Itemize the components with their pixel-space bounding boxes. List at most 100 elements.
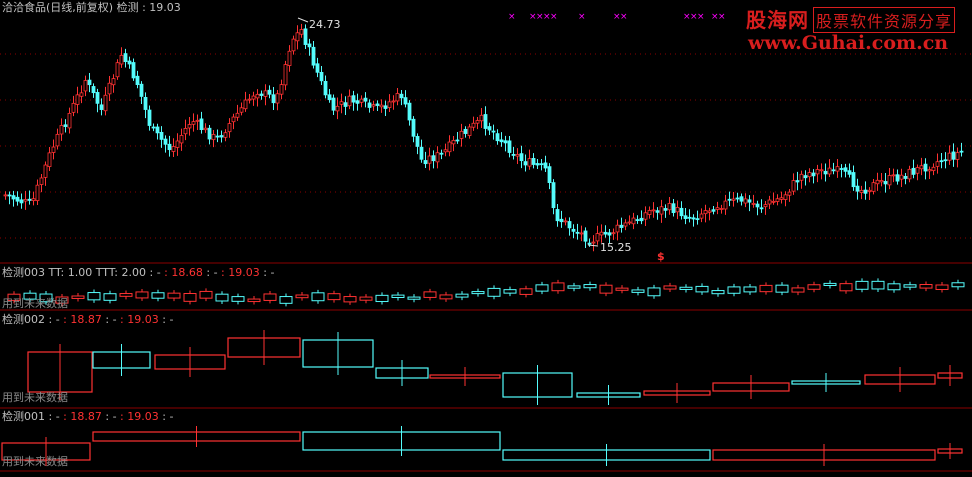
price-candle-body — [351, 95, 356, 103]
price-candle-body — [447, 141, 452, 153]
price-candle-body — [955, 152, 960, 160]
price-candle-body — [159, 131, 164, 140]
price-candle-body — [271, 94, 276, 104]
price-candle-body — [503, 140, 508, 144]
price-candle-body — [115, 62, 120, 78]
panel3-note: 用到未来数据 — [2, 455, 68, 468]
price-candle-body — [535, 163, 540, 166]
price-candle-body — [655, 210, 660, 213]
price-candle-body — [135, 75, 140, 85]
price-candle-body — [303, 28, 308, 45]
price-candle-body — [755, 203, 760, 208]
indicator1-candle-body — [951, 282, 965, 288]
price-candle-body — [539, 163, 544, 166]
price-candle-body — [187, 124, 192, 129]
panel2-seg3: : - — [162, 313, 174, 326]
price-candle-body — [855, 185, 860, 192]
price-candle-body — [311, 46, 316, 66]
price-candle-body — [79, 92, 84, 97]
price-candle-body — [315, 63, 320, 73]
price-candle-body — [323, 81, 328, 96]
price-candle-body — [859, 189, 864, 193]
price-candle-body — [527, 158, 532, 167]
price-candle-body — [767, 199, 772, 205]
indicator1-candle-body — [247, 298, 261, 303]
price-candle-body — [319, 71, 324, 82]
price-candle-body — [495, 133, 500, 142]
indicator1-candle-body — [663, 285, 677, 290]
price-candle-body — [607, 232, 612, 236]
indicator1-candle-body — [215, 293, 229, 302]
price-candle-body — [927, 169, 932, 172]
price-candle-body — [831, 169, 836, 172]
signal-marker: × — [543, 12, 551, 22]
price-candle-body — [699, 213, 704, 219]
price-candle-body — [423, 160, 428, 165]
price-candle-body — [275, 93, 280, 104]
price-candle-body — [147, 109, 152, 126]
indicator1-candle-body — [887, 283, 901, 291]
price-candle-body — [383, 105, 388, 109]
price-candle-body — [635, 219, 640, 221]
indicator1-candle-body — [311, 292, 325, 302]
indicator1-candle-body — [151, 292, 165, 299]
price-candle-body — [715, 207, 720, 210]
indicator1-candle-body — [359, 296, 373, 301]
indicator1-candle-body — [503, 289, 517, 294]
price-candle-body — [499, 139, 504, 143]
price-candle-body — [171, 146, 176, 152]
signal-marker: × — [718, 12, 726, 22]
price-candle-body — [751, 202, 756, 205]
price-candle-body — [615, 224, 620, 233]
price-candle-body — [183, 128, 188, 135]
signal-marker: × — [711, 12, 719, 22]
price-candle-body — [763, 204, 768, 208]
price-candle-body — [599, 231, 604, 236]
price-candle-body — [895, 174, 900, 182]
watermark-slogan: 股票软件资源分享 — [813, 7, 956, 33]
signal-marker: × — [690, 12, 698, 22]
price-candle-body — [511, 154, 516, 156]
indicator1-candle-body — [551, 282, 565, 292]
price-candle-body — [367, 102, 372, 108]
price-candle-body — [563, 220, 568, 223]
price-candle-body — [695, 218, 700, 221]
watermark-brand-line: 股海网 股票软件资源分享 — [746, 4, 956, 33]
price-candle-body — [631, 217, 636, 225]
price-candle-body — [711, 209, 716, 212]
stock-name: 洽洽食品(日线,前复权) — [2, 1, 114, 14]
price-candle-body — [23, 199, 28, 202]
indicator1-candle-body — [263, 293, 277, 301]
price-candle-body — [19, 199, 24, 204]
price-candle-body — [259, 93, 264, 96]
price-candle-body — [515, 154, 520, 157]
price-candle-body — [567, 221, 572, 229]
price-candle-body — [75, 94, 80, 105]
indicator1-candle-body — [823, 282, 837, 286]
indicator1-candle-body — [167, 292, 181, 299]
price-candle-body — [507, 140, 512, 153]
price-candle-body — [347, 95, 352, 107]
price-candle-body — [819, 169, 824, 172]
price-candle-body — [103, 94, 108, 112]
price-candle-body — [663, 208, 668, 211]
price-candle-body — [775, 198, 780, 202]
price-candle-body — [363, 97, 368, 102]
price-candle-body — [407, 102, 412, 121]
indicator1-candle-body — [727, 286, 741, 294]
indicator1-candle-body — [39, 293, 53, 303]
panel3-seg1: : - — [48, 410, 60, 423]
price-candle-body — [815, 169, 820, 175]
price-candle-body — [167, 143, 172, 151]
price-candle-body — [387, 101, 392, 108]
watermark: 股海网 股票软件资源分享 www.Guhai.com.cn — [746, 4, 966, 56]
price-candle-body — [99, 104, 104, 110]
price-candle-body — [107, 82, 112, 95]
price-candle-body — [639, 217, 644, 222]
price-candle-body — [475, 120, 480, 124]
price-candle-body — [915, 167, 920, 174]
price-candle-body — [907, 168, 912, 180]
price-candle-body — [823, 170, 828, 175]
